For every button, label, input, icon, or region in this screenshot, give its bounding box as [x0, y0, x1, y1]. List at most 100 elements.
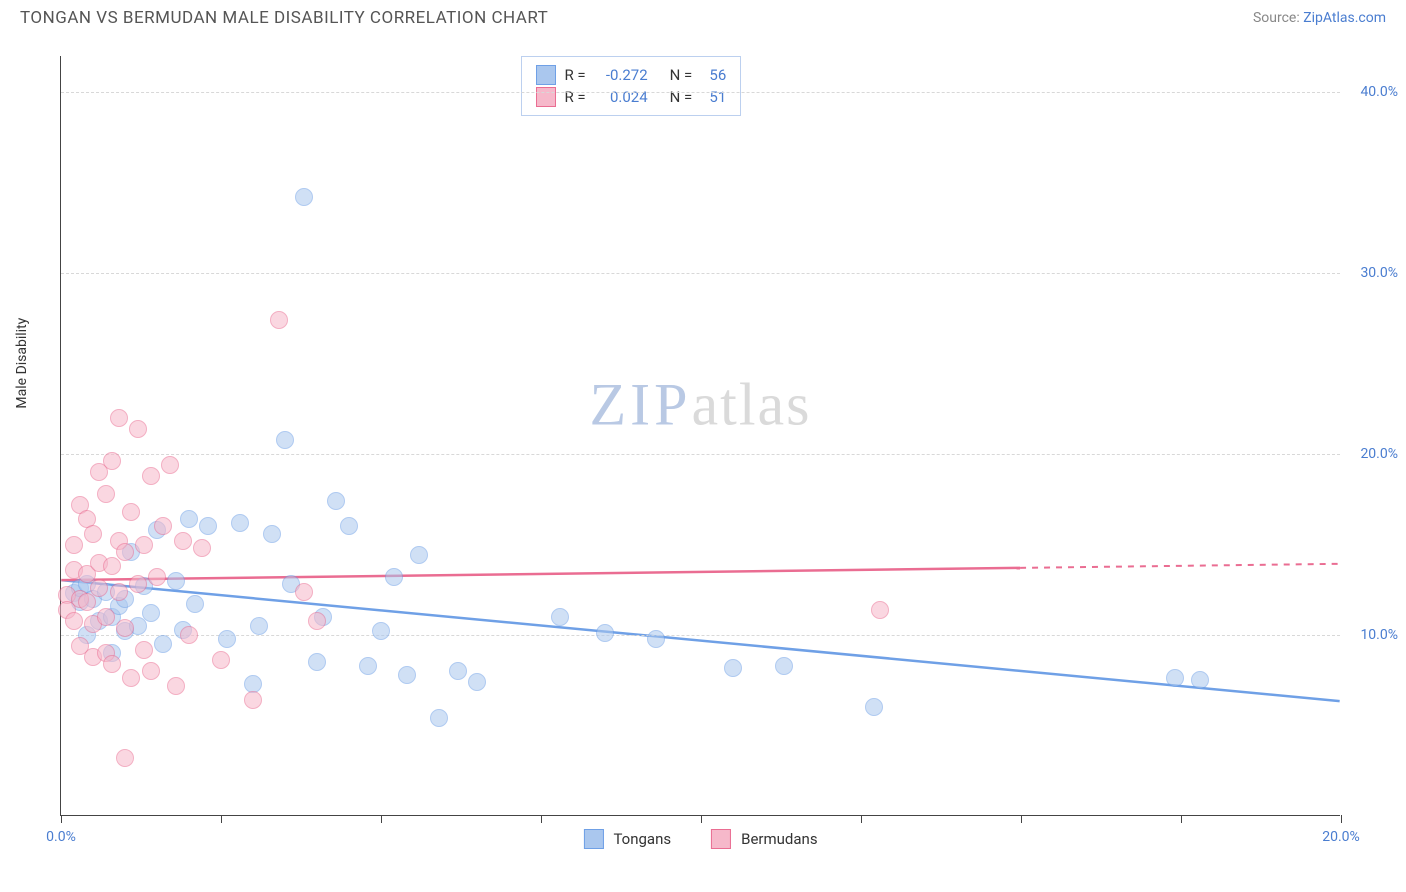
scatter-point — [398, 666, 416, 684]
scatter-point — [97, 485, 115, 503]
gridline — [61, 635, 1340, 636]
scatter-point — [385, 568, 403, 586]
scatter-point — [90, 579, 108, 597]
scatter-point — [116, 543, 134, 561]
x-tick — [61, 815, 62, 823]
scatter-point — [186, 595, 204, 613]
legend-swatch — [536, 87, 556, 107]
scatter-point — [551, 608, 569, 626]
scatter-point — [180, 626, 198, 644]
legend-swatch — [583, 829, 603, 849]
scatter-point — [161, 456, 179, 474]
watermark: ZIPatlas — [590, 371, 812, 440]
legend-swatch — [711, 829, 731, 849]
y-tick-label: 10.0% — [1360, 627, 1398, 643]
scatter-point — [116, 619, 134, 637]
scatter-point — [78, 593, 96, 611]
legend-label: Tongans — [613, 830, 671, 848]
scatter-point — [276, 431, 294, 449]
scatter-point — [596, 624, 614, 642]
scatter-point — [122, 503, 140, 521]
legend-item: Bermudans — [711, 829, 817, 849]
gridline — [61, 92, 1340, 93]
scatter-point — [129, 420, 147, 438]
x-tick — [861, 815, 862, 823]
scatter-point — [103, 655, 121, 673]
scatter-point — [154, 635, 172, 653]
scatter-point — [295, 583, 313, 601]
legend-item: Tongans — [583, 829, 671, 849]
x-tick-label: 20.0% — [1322, 829, 1360, 845]
x-tick — [221, 815, 222, 823]
watermark-zip: ZIP — [590, 372, 692, 438]
y-axis-label: Male Disability — [14, 318, 30, 409]
scatter-point — [193, 539, 211, 557]
scatter-point — [135, 536, 153, 554]
watermark-atlas: atlas — [692, 372, 812, 438]
chart-container: Male Disability ZIPatlas R =-0.272N =56R… — [20, 46, 1386, 846]
scatter-point — [199, 517, 217, 535]
x-tick — [1021, 815, 1022, 823]
scatter-point — [212, 651, 230, 669]
scatter-point — [340, 517, 358, 535]
scatter-point — [218, 630, 236, 648]
gridline — [61, 273, 1340, 274]
scatter-point — [103, 557, 121, 575]
scatter-point — [327, 492, 345, 510]
legend-label: Bermudans — [741, 830, 817, 848]
scatter-point — [142, 467, 160, 485]
y-tick-label: 40.0% — [1360, 84, 1398, 100]
scatter-point — [244, 691, 262, 709]
x-tick — [1341, 815, 1342, 823]
gridline — [61, 454, 1340, 455]
scatter-point — [647, 630, 665, 648]
scatter-point — [724, 659, 742, 677]
scatter-point — [135, 641, 153, 659]
scatter-point — [129, 575, 147, 593]
y-tick-label: 30.0% — [1360, 265, 1398, 281]
scatter-point — [97, 608, 115, 626]
scatter-point — [180, 510, 198, 528]
y-tick-label: 20.0% — [1360, 446, 1398, 462]
scatter-point — [263, 525, 281, 543]
scatter-point — [270, 311, 288, 329]
series-legend: Tongans Bermudans — [583, 829, 817, 849]
scatter-point — [142, 662, 160, 680]
scatter-point — [295, 188, 313, 206]
scatter-point — [871, 601, 889, 619]
scatter-point — [65, 536, 83, 554]
scatter-point — [1191, 671, 1209, 689]
scatter-point — [174, 532, 192, 550]
scatter-point — [359, 657, 377, 675]
stats-row: R =0.024N =51 — [536, 87, 726, 107]
scatter-point — [430, 709, 448, 727]
chart-title: TONGAN VS BERMUDAN MALE DISABILITY CORRE… — [20, 8, 548, 28]
scatter-point — [116, 749, 134, 767]
scatter-point — [250, 617, 268, 635]
scatter-point — [65, 612, 83, 630]
scatter-point — [122, 669, 140, 687]
scatter-point — [468, 673, 486, 691]
plot-area: ZIPatlas R =-0.272N =56R =0.024N =51 Ton… — [60, 56, 1340, 816]
source-link[interactable]: ZipAtlas.com — [1303, 10, 1386, 26]
scatter-point — [308, 612, 326, 630]
scatter-point — [244, 675, 262, 693]
source-label: Source: — [1253, 10, 1300, 26]
scatter-point — [308, 653, 326, 671]
scatter-point — [775, 657, 793, 675]
scatter-point — [103, 452, 121, 470]
scatter-point — [1166, 669, 1184, 687]
legend-swatch — [536, 65, 556, 85]
scatter-point — [865, 698, 883, 716]
x-tick — [701, 815, 702, 823]
stats-row: R =-0.272N =56 — [536, 65, 726, 85]
scatter-point — [372, 622, 390, 640]
x-tick — [541, 815, 542, 823]
scatter-point — [410, 546, 428, 564]
scatter-point — [110, 583, 128, 601]
stats-legend: R =-0.272N =56R =0.024N =51 — [521, 56, 741, 116]
scatter-point — [167, 677, 185, 695]
scatter-point — [449, 662, 467, 680]
x-tick — [381, 815, 382, 823]
scatter-point — [231, 514, 249, 532]
